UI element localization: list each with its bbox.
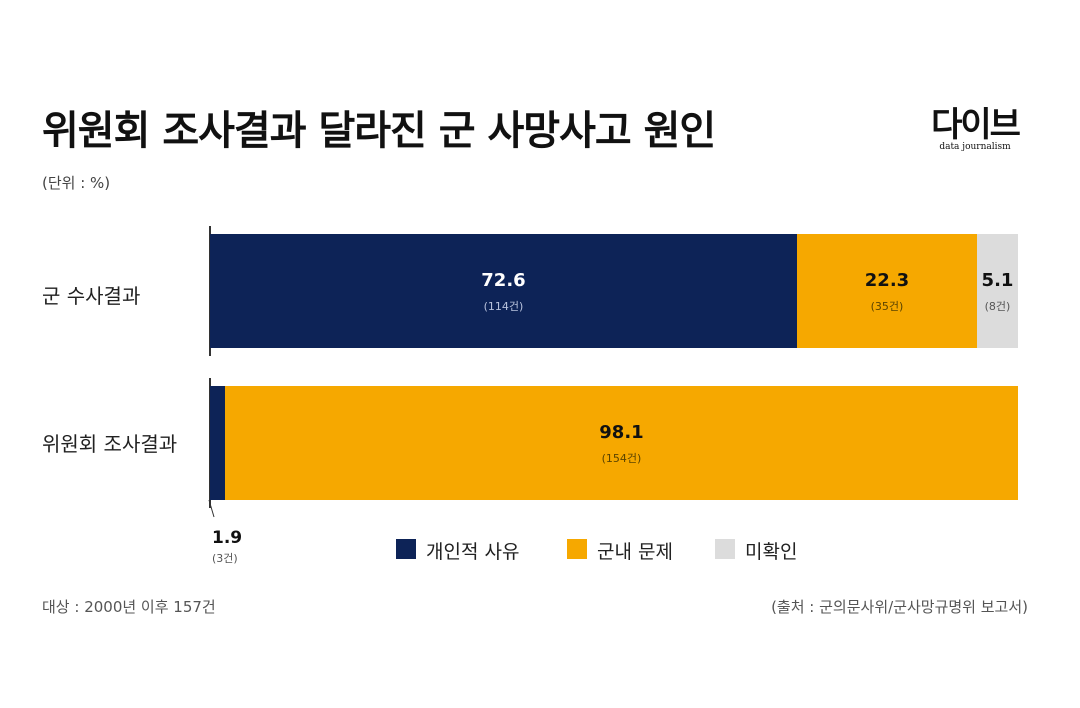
footer-note: 대상 : 2000년 이후 157건 [42, 598, 216, 616]
legend-label-personal: 개인적 사유 [426, 541, 520, 563]
legend: 개인적 사유 군내 문제 미확인 [0, 537, 1080, 563]
bar-segment-personal-row2 [210, 386, 225, 500]
footer-source: (출처 : 군의문사위/군사망규명위 보고서) [771, 598, 1028, 616]
legend-swatch-personal [396, 539, 416, 559]
bar-segment-personal-row1: 72.6 (114건) [210, 234, 797, 348]
count-label-personal-row1: (114건) [483, 300, 524, 313]
bar-row-committee-investigation: 98.1 (154건) [210, 386, 1018, 500]
data-label-personal-row1: 72.6 [481, 270, 526, 291]
data-label-unconfirmed-row1: 5.1 [981, 270, 1014, 291]
data-label-military-row1: 22.3 [864, 270, 910, 291]
small-value: 1.9 [212, 528, 243, 548]
count-label-military-row2: (154건) [601, 452, 642, 465]
legend-label-unconfirmed: 미확인 [745, 541, 798, 563]
category-label-committee-investigation: 위원회 조사결과 [42, 432, 178, 456]
logo-text: 다이브 [931, 105, 1021, 145]
chart-title: 위원회 조사결과 달라진 군 사망사고 원인 [42, 108, 716, 154]
count-label-unconfirmed-row1: (8건) [984, 300, 1011, 313]
logo-subtext: data journalism [939, 142, 1011, 152]
data-label-military-row2: 98.1 [599, 422, 644, 443]
logo: 다이브 data journalism [920, 106, 1030, 152]
legend-swatch-military [567, 539, 587, 559]
small-value-leader-line [208, 500, 215, 518]
bar-segment-military-row2: 98.1 (154건) [225, 386, 1018, 500]
count-label-military-row1: (35건) [870, 300, 904, 313]
small-value-label: 1.9 (3건) [212, 528, 242, 566]
small-count: (3건) [212, 552, 238, 565]
bar-row-military-investigation: 72.6 (114건) 22.3 (35건) 5.1 (8건) [210, 234, 1018, 348]
bar-segment-military-row1: 22.3 (35건) [797, 234, 977, 348]
bar-segment-unconfirmed-row1: 5.1 (8건) [977, 234, 1018, 348]
legend-swatch-unconfirmed [715, 539, 735, 559]
category-label-military-investigation: 군 수사결과 [42, 284, 141, 308]
legend-label-military: 군내 문제 [597, 541, 673, 563]
unit-label: (단위 : %) [42, 174, 111, 192]
